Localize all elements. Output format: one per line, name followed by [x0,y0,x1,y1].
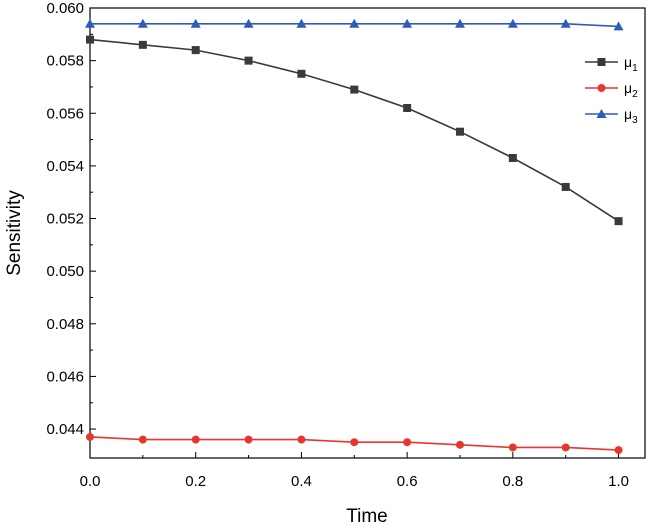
series-2-point [86,432,94,441]
legend-item-1: μ1 [585,54,638,74]
legend-label-subscript: 2 [632,89,638,100]
legend-label: μ2 [624,80,638,100]
series-3-point [613,21,624,31]
series-1-point [350,85,359,94]
y-tick-label: 0.060 [46,0,84,17]
series-1-point [244,56,253,65]
series-1 [86,35,623,226]
y-tick-label: 0.054 [46,158,84,175]
series-3-point [190,18,201,28]
x-tick-label: 0.4 [291,473,312,490]
x-tick-label: 1.0 [608,473,629,490]
series-2-point [456,440,464,449]
x-axis: 0.0 0.2 0.4 0.6 0.8 1.0 [80,452,629,490]
legend: μ1 μ2 μ3 [585,54,638,126]
x-tick-label: 0.8 [502,473,523,490]
series-2-point [297,435,306,444]
y-axis-label: Sensitivity [4,190,25,276]
series-3-point [560,18,571,28]
y-tick-label: 0.050 [46,263,84,280]
series-3-point [296,18,307,28]
legend-label: μ3 [624,106,638,126]
series-3-point [349,18,360,28]
series-2-point [350,438,359,447]
series-1-point [403,104,412,112]
series-1-point [508,154,517,162]
series-2-point [191,435,200,444]
series-3-point [402,18,413,28]
series-3-point [455,18,465,28]
legend-label: μ1 [624,54,638,74]
legend-swatch-marker [597,84,606,92]
y-tick-label: 0.052 [46,211,84,228]
legend-item-2: μ2 [585,80,638,100]
y-tick-label: 0.056 [46,105,84,122]
x-tick-label: 0.0 [80,473,101,490]
series-3-point [243,18,254,28]
series-1-point [561,182,570,191]
series-1-point [297,69,306,78]
series-2-point [561,443,570,452]
series-3-point [137,18,148,28]
x-axis-label: Time [346,506,388,527]
x-tick-label: 0.2 [185,473,206,490]
series-1-point [138,40,147,49]
y-tick-label: 0.048 [46,316,84,333]
y-tick-label: 0.044 [46,421,84,438]
series-layer [85,18,624,455]
series-3-point [507,18,518,28]
legend-item-3: μ3 [585,106,638,126]
x-tick-label: 0.6 [397,473,418,490]
legend-swatch-marker [597,58,606,66]
series-1-point [614,217,623,226]
legend-swatch-marker [596,109,607,118]
series-1-line [89,38,620,222]
legend-label-subscript: 1 [632,63,638,74]
series-3 [85,18,624,31]
series-2-point [403,438,412,447]
plot-frame [89,7,646,459]
y-tick-label: 0.046 [46,368,84,385]
y-tick-label: 0.058 [46,53,84,70]
series-1-point [456,127,464,136]
legend-label-subscript: 3 [632,115,638,126]
series-2-point [138,435,147,444]
series-2 [86,432,623,455]
series-2-point [614,446,623,455]
series-2-point [508,443,517,452]
series-2-point [244,435,253,444]
series-1-point [191,46,200,55]
series-3-point [85,18,95,28]
y-axis: 0.044 0.046 0.048 0.050 0.052 0.054 0.056 0.058… [46,0,96,438]
series-1-point [86,35,94,44]
